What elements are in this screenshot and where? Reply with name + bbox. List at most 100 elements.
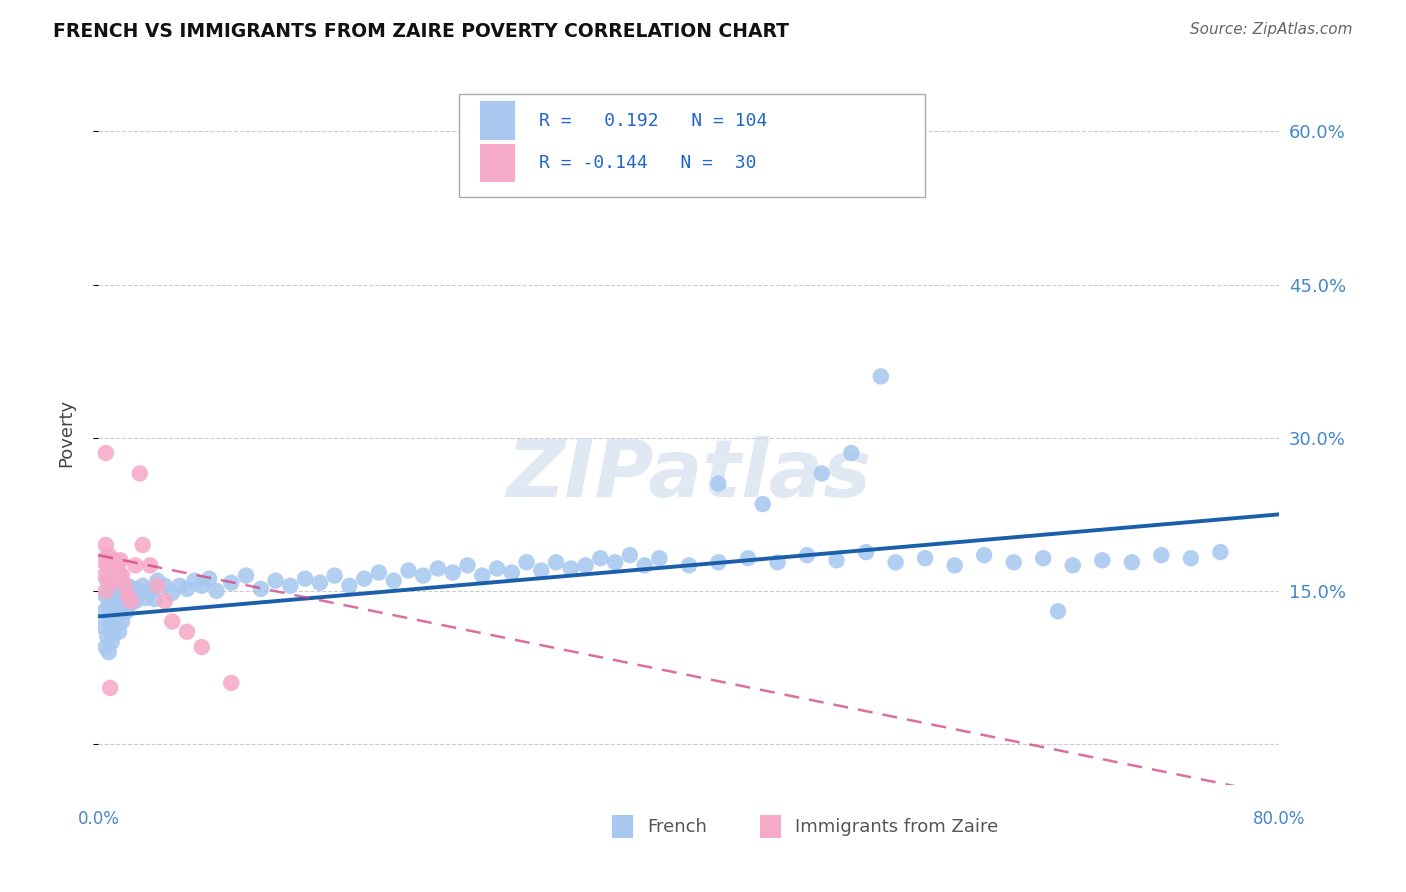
- Point: [122, 582, 145, 596]
- Point: [96, 558, 118, 573]
- Point: [97, 645, 120, 659]
- Point: [108, 594, 131, 608]
- Point: [855, 545, 877, 559]
- Point: [120, 596, 142, 610]
- Point: [115, 604, 138, 618]
- Bar: [458, 95, 925, 196]
- Point: [605, 555, 627, 569]
- Point: [973, 548, 995, 562]
- Point: [796, 548, 818, 562]
- Point: [108, 566, 131, 580]
- Point: [221, 575, 243, 590]
- Point: [107, 599, 129, 614]
- Point: [1180, 551, 1202, 566]
- Point: [103, 568, 125, 582]
- Point: [153, 594, 176, 608]
- Point: [501, 566, 523, 580]
- Point: [97, 599, 120, 614]
- Point: [112, 599, 135, 614]
- Point: [143, 592, 166, 607]
- Point: [648, 129, 671, 144]
- Point: [841, 446, 863, 460]
- Point: [91, 553, 114, 567]
- Text: ZIPatlas: ZIPatlas: [506, 436, 872, 514]
- Point: [264, 574, 287, 588]
- Point: [162, 586, 183, 600]
- Point: [98, 579, 121, 593]
- Point: [183, 574, 205, 588]
- Point: [128, 586, 150, 600]
- Point: [1121, 555, 1143, 569]
- Point: [221, 676, 243, 690]
- Point: [870, 369, 893, 384]
- Point: [98, 574, 121, 588]
- Point: [132, 579, 155, 593]
- Point: [120, 594, 142, 608]
- Point: [1091, 553, 1114, 567]
- Point: [486, 561, 509, 575]
- Point: [146, 574, 169, 588]
- Point: [634, 558, 657, 573]
- Point: [412, 568, 434, 582]
- Point: [309, 575, 332, 590]
- Point: [124, 594, 146, 608]
- Point: [707, 476, 730, 491]
- Point: [128, 467, 150, 481]
- Point: [398, 564, 420, 578]
- Point: [97, 548, 120, 562]
- Point: [825, 553, 848, 567]
- Point: [752, 497, 775, 511]
- Point: [107, 558, 129, 573]
- Point: [94, 583, 117, 598]
- Point: [1032, 551, 1054, 566]
- Point: [441, 566, 464, 580]
- Point: [139, 558, 162, 573]
- Point: [205, 583, 228, 598]
- Point: [117, 589, 139, 603]
- Point: [104, 574, 127, 588]
- Point: [810, 467, 832, 481]
- Point: [737, 551, 759, 566]
- Point: [678, 558, 700, 573]
- Text: 0.0%: 0.0%: [77, 811, 120, 829]
- Text: R =   0.192   N = 104: R = 0.192 N = 104: [538, 112, 768, 130]
- Text: French: French: [648, 818, 707, 836]
- Point: [648, 551, 671, 566]
- Point: [766, 555, 789, 569]
- Point: [368, 566, 391, 580]
- Point: [1046, 604, 1070, 618]
- Point: [111, 568, 134, 582]
- Point: [943, 558, 966, 573]
- Point: [294, 572, 316, 586]
- Point: [105, 574, 128, 588]
- Point: [575, 558, 598, 573]
- Point: [153, 579, 176, 593]
- Point: [111, 586, 134, 600]
- Point: [94, 538, 117, 552]
- Point: [132, 538, 155, 552]
- Point: [191, 640, 214, 654]
- Point: [100, 635, 122, 649]
- Point: [98, 615, 121, 629]
- Point: [176, 624, 198, 639]
- Text: Source: ZipAtlas.com: Source: ZipAtlas.com: [1189, 22, 1353, 37]
- Point: [530, 564, 553, 578]
- Point: [103, 583, 125, 598]
- Point: [900, 135, 922, 149]
- Point: [100, 589, 122, 603]
- Point: [191, 579, 214, 593]
- Bar: [479, 102, 516, 140]
- Point: [96, 574, 118, 588]
- Text: 80.0%: 80.0%: [1253, 811, 1306, 829]
- Point: [135, 591, 157, 605]
- Point: [235, 568, 257, 582]
- Bar: [612, 815, 634, 838]
- Bar: [479, 144, 516, 183]
- Text: R = -0.144   N =  30: R = -0.144 N = 30: [538, 154, 756, 172]
- Point: [1209, 545, 1232, 559]
- Bar: [759, 815, 782, 838]
- Point: [162, 615, 183, 629]
- Text: FRENCH VS IMMIGRANTS FROM ZAIRE POVERTY CORRELATION CHART: FRENCH VS IMMIGRANTS FROM ZAIRE POVERTY …: [53, 22, 789, 41]
- Point: [198, 572, 221, 586]
- Point: [139, 583, 162, 598]
